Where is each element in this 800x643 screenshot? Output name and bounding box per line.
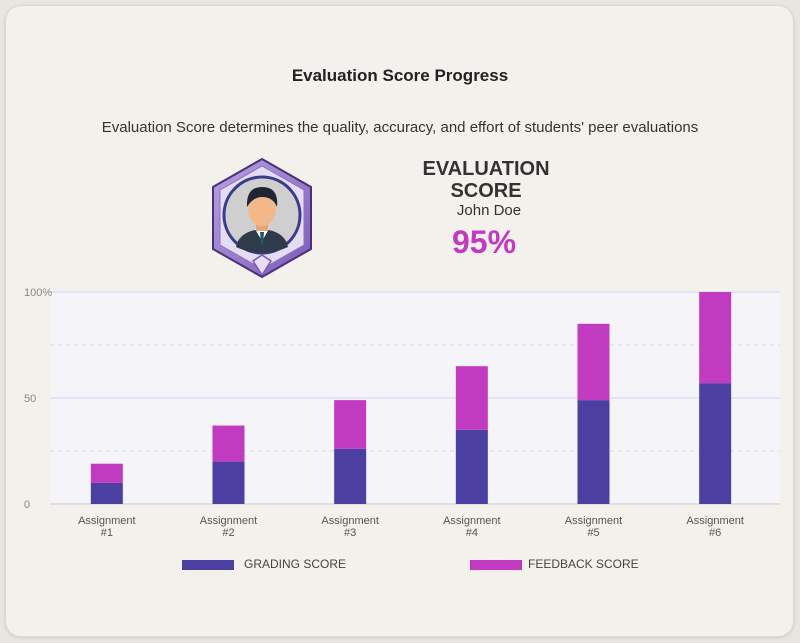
- evaluation-bar-chart: 0 50 100% Assignment #1 Assignment #2 Assignmen…: [24, 287, 780, 539]
- x-tick-label: Assignment #1: [78, 515, 135, 539]
- bar-grading-score: [212, 461, 245, 504]
- page-title: Evaluation Score Progress: [291, 66, 509, 85]
- y-tick-label: 100%: [24, 287, 52, 299]
- x-tick-label: Assignment #5: [565, 515, 622, 539]
- bar-feedback-score: [334, 400, 367, 449]
- y-tick-label: 50: [24, 393, 36, 405]
- legend-label-grading: GRADING SCORE: [244, 557, 347, 571]
- x-tick-label: Assignment #2: [200, 515, 257, 539]
- legend-swatch-feedback: [470, 560, 522, 570]
- bar-grading-score: [577, 400, 610, 504]
- evaluation-score-value: 95%: [451, 224, 517, 260]
- avatar-badge: [212, 157, 312, 279]
- x-tick-label: Assignment #4: [443, 515, 500, 539]
- legend-label-feedback: FEEDBACK SCORE: [528, 557, 639, 571]
- diamond-icon: [251, 254, 273, 277]
- x-tick-label: Assignment #3: [321, 515, 378, 539]
- bar-grading-score: [455, 429, 488, 504]
- x-tick-label: Assignment #6: [686, 515, 743, 539]
- person-icon: [236, 187, 288, 253]
- bar-grading-score: [334, 448, 367, 504]
- bar-feedback-score: [212, 425, 245, 462]
- student-name: John Doe: [456, 202, 522, 219]
- bar-grading-score: [699, 383, 732, 504]
- bar-feedback-score: [577, 323, 610, 401]
- bar-grading-score: [90, 482, 123, 504]
- y-tick-label: 0: [24, 499, 30, 511]
- bar-feedback-score: [455, 366, 488, 430]
- page-subtitle: Evaluation Score determines the quality,…: [101, 119, 699, 136]
- legend-swatch-grading: [182, 560, 234, 570]
- evaluation-score-label: EVALUATION SCORE: [422, 158, 550, 202]
- bar-feedback-score: [699, 292, 732, 384]
- bar-feedback-score: [90, 463, 123, 483]
